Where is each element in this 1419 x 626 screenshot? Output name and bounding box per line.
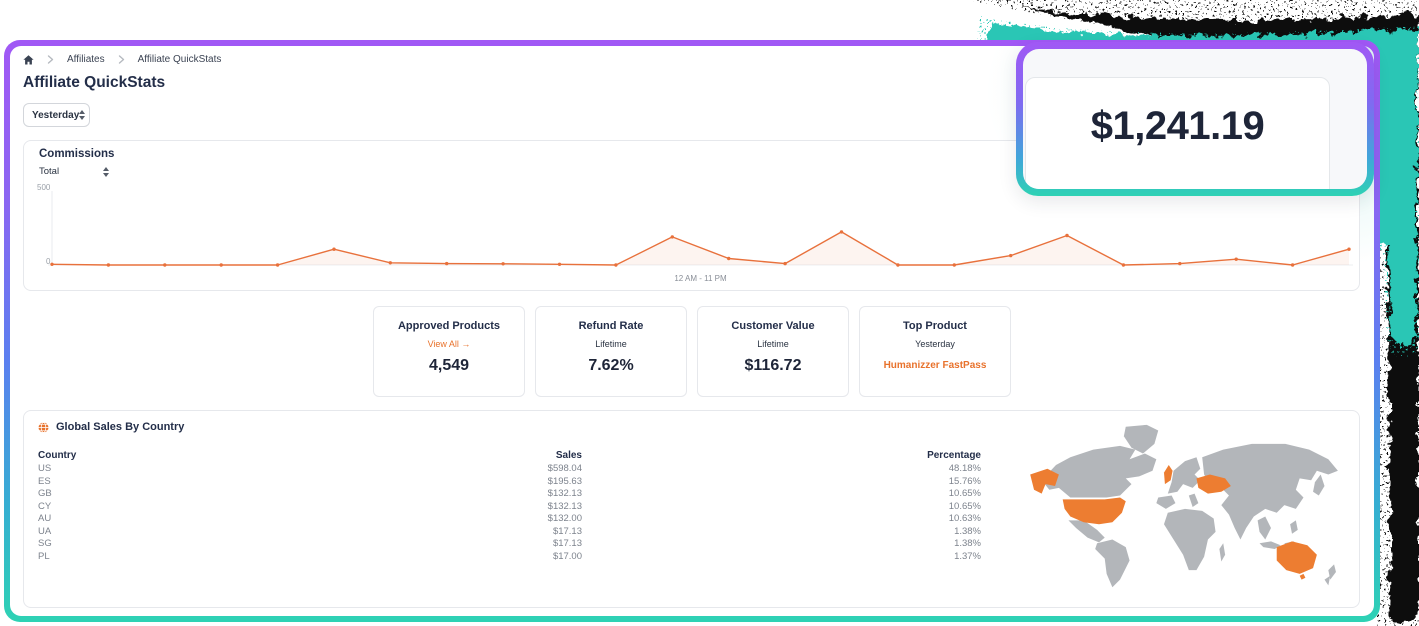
stat-value: $116.72 [744,357,802,374]
table-cell: 10.63% [948,513,981,524]
stat-title: Top Product [903,320,967,332]
table-cell: 15.76% [948,475,981,487]
select-arrows-icon [103,166,110,177]
stat-title: Refund Rate [578,320,644,332]
stat-subtitle: Lifetime [757,339,789,349]
sales-table: Country Sales Percentage US $598.04 48.18%… [38,449,981,563]
table-cell: US [38,463,52,474]
chevron-right-icon [118,55,124,64]
table-cell: 1.38% [954,525,981,537]
y-axis-tick-max: 500 [37,183,51,192]
global-sales-title: Global Sales By Country [56,421,185,433]
table-row: PL $17.00 1.37% [38,551,981,564]
stat-subtitle: Yesterday [915,339,955,349]
commissions-chart [48,191,1353,267]
global-sales-header: Global Sales By Country [38,421,184,433]
callout-stat-card: $1,241.19 [1025,77,1330,189]
table-cell: $195.63 [547,475,582,487]
date-range-value: Yesterday [32,109,80,121]
table-cell: 1.38% [954,538,981,549]
stat-card-top-product: Top Product Yesterday Humanizzer FastPas… [859,306,1011,397]
stat-cards-row: Approved Products View All → 4,549 Refun… [373,306,1011,397]
table-cell: 10.65% [948,488,981,499]
table-cell: 1.37% [954,550,981,562]
table-cell: UA [38,525,52,537]
breadcrumb-affiliates[interactable]: Affiliates [67,54,105,65]
global-sales-card: Global Sales By Country Country Sales Pe… [23,410,1360,608]
commission-total-callout: $1,241.19 [1016,42,1374,196]
select-arrows-icon [79,110,86,120]
stat-value: 7.62% [588,357,634,374]
stat-value: 4,549 [428,357,470,374]
table-cell: $17.00 [552,550,582,562]
table-row: CY $132.13 10.65% [38,501,981,514]
table-cell: PL [38,550,50,562]
top-product-link[interactable]: Humanizzer FastPass [883,360,987,371]
table-row: GB $132.13 10.65% [38,488,981,501]
table-cell: AU [38,513,52,524]
map-base-land [1041,424,1338,588]
sales-table-header: Country Sales Percentage [38,449,981,463]
metric-select-value: Total [39,166,60,177]
stat-card-customer-value: Customer Value Lifetime $116.72 [697,306,849,397]
globe-icon [38,421,49,433]
commission-total-value: $1,241.19 [1090,104,1265,148]
date-range-select[interactable]: Yesterday [23,103,90,127]
table-cell: $132.13 [547,500,582,512]
chevron-right-icon [47,55,54,64]
table-cell: SG [38,538,52,549]
table-cell: $17.13 [552,525,582,537]
breadcrumb-affiliate-quickstats[interactable]: Affiliate QuickStats [137,54,222,65]
col-sales: Sales [555,450,582,461]
map-highlighted-countries [1030,464,1317,580]
stat-title: Approved Products [397,320,501,332]
table-row: ES $195.63 15.76% [38,476,981,489]
stat-card-refund-rate: Refund Rate Lifetime 7.62% [535,306,687,397]
table-cell: ES [38,475,51,487]
table-row: AU $132.00 10.63% [38,513,981,526]
table-cell: $598.04 [547,463,582,474]
view-all-link[interactable]: View All → [427,339,471,349]
home-icon[interactable] [23,54,34,65]
breadcrumb: Affiliates Affiliate QuickStats [23,54,221,65]
metric-select[interactable]: Total [39,166,110,177]
table-cell: $132.13 [547,488,582,499]
world-map [1030,424,1338,588]
table-row: US $598.04 48.18% [38,463,981,476]
col-percentage: Percentage [927,450,981,461]
stat-card-approved-products: Approved Products View All → 4,549 [373,306,525,397]
table-cell: 48.18% [948,463,981,474]
table-row: UA $17.13 1.38% [38,526,981,539]
col-country: Country [38,450,77,461]
stat-subtitle: Lifetime [595,339,627,349]
table-cell: CY [38,500,52,512]
stat-title: Customer Value [731,320,815,332]
table-cell: $132.00 [547,513,582,524]
callout-body: $1,241.19 [1023,49,1367,189]
x-axis-label: 12 AM - 11 PM [674,274,727,283]
table-cell: GB [38,488,52,499]
sales-table-body: US $598.04 48.18% ES $195.63 15.76% GB $132.13 1… [38,463,981,563]
table-row: SG $17.13 1.38% [38,538,981,551]
commissions-title: Commissions [39,148,115,160]
page-title: Affiliate QuickStats [23,74,166,91]
table-cell: 10.65% [948,500,981,512]
y-axis-tick-min: 0 [46,257,51,266]
table-cell: $17.13 [552,538,582,549]
